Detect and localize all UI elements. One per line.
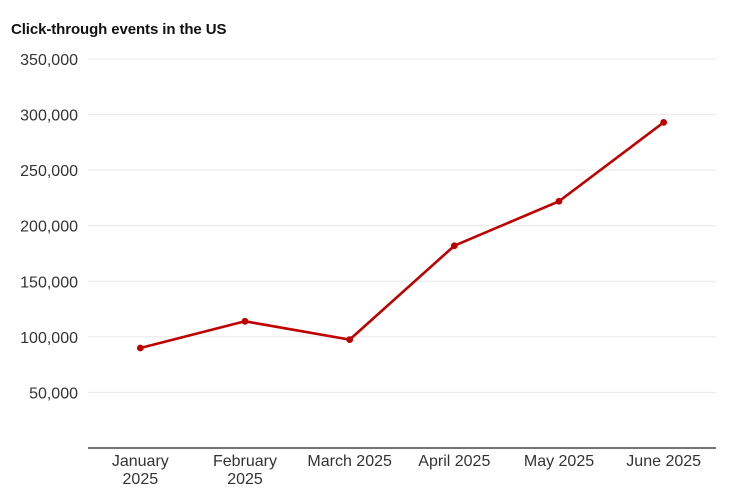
x-tick-label: January 2025 [112, 453, 169, 488]
y-tick-label: 50,000 [29, 385, 78, 402]
chart-title: Click-through events in the US [11, 21, 227, 38]
x-tick-label: February 2025 [213, 453, 277, 488]
data-point[interactable] [450, 242, 458, 250]
data-point[interactable] [660, 118, 668, 126]
gridlines [88, 58, 716, 393]
x-tick-label: June 2025 [626, 453, 701, 470]
y-tick-label: 250,000 [20, 163, 78, 180]
y-axis-ticks: 50,000 100,000 150,000 200,000 250,000 300,00… [20, 52, 78, 402]
y-tick-label: 100,000 [20, 330, 78, 347]
x-tick-label: May 2025 [524, 453, 594, 470]
y-tick-label: 150,000 [20, 274, 78, 291]
x-tick-label: April 2025 [418, 453, 490, 470]
y-tick-label: 350,000 [20, 52, 78, 69]
data-point[interactable] [555, 197, 563, 205]
series-group [136, 118, 668, 352]
x-axis-ticks: January 2025 February 2025 March 2025 April 2… [112, 453, 701, 488]
y-tick-label: 300,000 [20, 108, 78, 125]
data-point[interactable] [346, 336, 354, 344]
data-point[interactable] [241, 317, 249, 325]
x-tick-label: March 2025 [307, 453, 392, 470]
y-tick-label: 200,000 [20, 219, 78, 236]
series-line [139, 121, 665, 350]
data-point[interactable] [136, 344, 144, 352]
